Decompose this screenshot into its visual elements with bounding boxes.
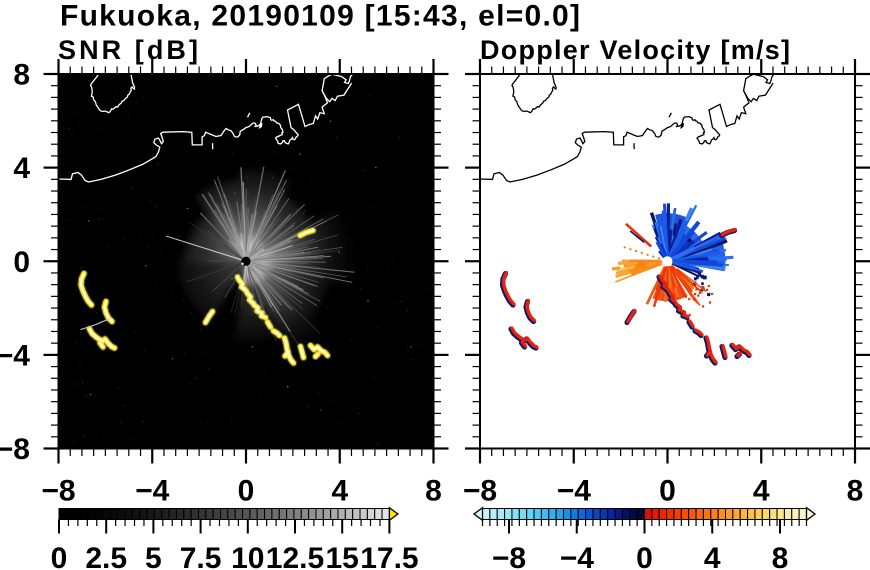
svg-text:4: 4 <box>331 475 348 508</box>
svg-text:4: 4 <box>753 475 770 508</box>
svg-text:−8: −8 <box>463 475 497 508</box>
svg-text:−4: −4 <box>135 475 170 508</box>
svg-text:10: 10 <box>231 542 264 570</box>
svg-text:−8: −8 <box>0 433 30 466</box>
svg-text:8: 8 <box>13 59 30 92</box>
svg-text:−8: −8 <box>41 475 75 508</box>
svg-text:2.5: 2.5 <box>85 542 127 570</box>
svg-text:−4: −4 <box>560 542 595 570</box>
svg-text:Fukuoka, 20190109 [15:43, el=0: Fukuoka, 20190109 [15:43, el=0.0] <box>60 0 580 33</box>
svg-text:15: 15 <box>326 542 359 570</box>
svg-text:8: 8 <box>425 475 442 508</box>
svg-text:8: 8 <box>772 542 789 570</box>
svg-text:7.5: 7.5 <box>180 542 222 570</box>
svg-text:0: 0 <box>238 475 255 508</box>
svg-text:12.5: 12.5 <box>266 542 324 570</box>
svg-text:Doppler Velocity [m/s]: Doppler Velocity [m/s] <box>480 35 790 65</box>
svg-text:8: 8 <box>847 475 864 508</box>
svg-text:0: 0 <box>13 246 30 279</box>
svg-text:0: 0 <box>659 475 676 508</box>
svg-text:17.5: 17.5 <box>360 542 418 570</box>
svg-text:−4: −4 <box>557 475 592 508</box>
svg-text:SNR [dB]: SNR [dB] <box>58 35 198 65</box>
svg-text:−8: −8 <box>492 542 526 570</box>
svg-text:0: 0 <box>636 542 653 570</box>
svg-text:5: 5 <box>145 542 162 570</box>
svg-text:4: 4 <box>13 152 30 185</box>
svg-text:4: 4 <box>704 542 721 570</box>
svg-text:0: 0 <box>51 542 68 570</box>
svg-text:−4: −4 <box>0 340 30 373</box>
